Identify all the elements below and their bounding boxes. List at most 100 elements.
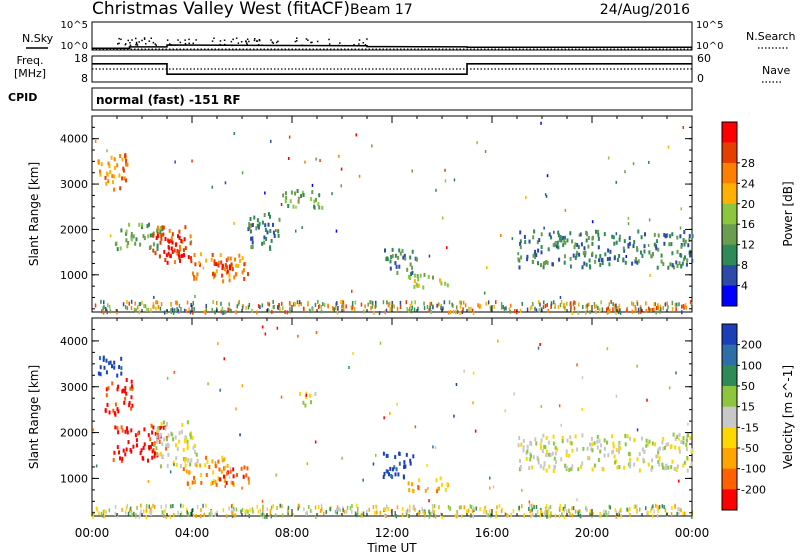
- velocity-noise-point: [228, 475, 231, 479]
- power-echo-cell: [263, 240, 266, 245]
- velocity-echo-cell: [302, 400, 305, 405]
- nsky-scatter-point: [261, 44, 264, 46]
- power-echo-cell: [142, 234, 145, 239]
- velocity-echo-cell: [194, 462, 197, 467]
- power-echo-cell: [427, 274, 430, 279]
- velocity-ground-point: [424, 513, 426, 518]
- nsky-scatter-point: [311, 41, 313, 44]
- power-ground-point: [573, 300, 575, 305]
- velocity-echo-cell: [687, 433, 689, 438]
- time-tick-label: 20:00: [575, 526, 610, 540]
- power-echo-cell: [139, 242, 142, 247]
- velocity-echo-cell: [522, 439, 525, 443]
- velocity-echo-cell: [167, 442, 170, 447]
- velocity-echo-cell: [191, 435, 194, 440]
- power-echo-cell: [217, 263, 220, 268]
- power-ground-point: [137, 305, 139, 310]
- velocity-ground-point: [607, 510, 610, 515]
- power-echo-cell: [167, 245, 170, 250]
- power-echo-cell: [688, 238, 691, 242]
- power-noise-point: [233, 221, 235, 225]
- power-echo-cell: [211, 253, 214, 257]
- power-noise-point: [511, 237, 514, 241]
- power-echo-cell: [413, 284, 416, 289]
- velocity-echo-cell: [591, 448, 594, 453]
- power-ground-point: [526, 307, 529, 312]
- velocity-noise-point: [173, 370, 175, 374]
- velocity-echo-cell: [208, 465, 211, 469]
- velocity-ground-point: [423, 510, 425, 515]
- velocity-ground-point: [262, 514, 264, 519]
- velocity-echo-cell: [529, 457, 532, 462]
- velocity-echo-cell: [674, 445, 677, 450]
- velocity-ground-point: [150, 509, 153, 514]
- power-echo-cell: [540, 250, 543, 255]
- velocity-echo-cell: [121, 389, 124, 394]
- velocity-ground-point: [433, 509, 435, 514]
- nsky-scatter-point: [138, 41, 140, 43]
- velocity-echo-cell: [131, 384, 133, 389]
- velocity-ground-point: [579, 513, 582, 518]
- velocity-echo-cell: [232, 474, 235, 479]
- velocity-echo-cell: [624, 433, 627, 438]
- nsky-scatter-point: [120, 38, 122, 41]
- velocity-echo-cell: [131, 403, 134, 408]
- velocity-ground-point: [620, 514, 622, 519]
- power-echo-cell: [221, 264, 224, 269]
- power-echo-cell: [678, 261, 681, 266]
- velocity-ground-point: [670, 512, 673, 517]
- velocity-echo-cell: [686, 456, 689, 460]
- power-echo-cell: [594, 259, 597, 264]
- velocity-echo-cell: [531, 465, 534, 470]
- velocity-echo-cell: [150, 423, 153, 428]
- power-noise-point: [553, 230, 555, 234]
- power-ground-point: [135, 308, 137, 313]
- velocity-echo-cell: [182, 467, 185, 472]
- power-ground-point: [671, 306, 674, 311]
- velocity-ground-point: [550, 511, 552, 516]
- power-noise-point: [288, 135, 291, 139]
- power-ground-point: [284, 310, 286, 315]
- power-ground-point: [505, 306, 507, 311]
- velocity-ground-point: [639, 507, 641, 512]
- velocity-echo-cell: [140, 448, 143, 453]
- power-echo-cell: [154, 251, 157, 256]
- power-ground-point: [333, 307, 335, 312]
- velocity-ground-point: [230, 509, 233, 514]
- velocity-ground-point: [103, 514, 105, 519]
- velocity-ground-point: [568, 508, 570, 513]
- power-ground-point: [414, 300, 416, 305]
- velocity-ground-point: [430, 511, 432, 516]
- power-echo-cell: [603, 232, 606, 237]
- power-echo-cell: [318, 205, 321, 210]
- velocity-echo-cell: [105, 393, 108, 398]
- power-ground-point: [360, 302, 363, 307]
- velocity-echo-cell: [205, 473, 208, 477]
- velocity-echo-cell: [105, 358, 108, 363]
- power-echo-cell: [663, 233, 666, 237]
- velocity-echo-cell: [188, 470, 191, 475]
- velocity-ground-point: [356, 513, 358, 518]
- velocity-ground-point: [266, 507, 269, 512]
- velocity-echo-cell: [590, 447, 593, 452]
- power-echo-cell: [623, 239, 626, 244]
- nsky-scatter-point: [358, 39, 361, 41]
- velocity-echo-cell: [690, 449, 693, 454]
- power-ground-point: [430, 301, 433, 306]
- velocity-echo-cell: [517, 443, 520, 448]
- velocity-ground-point: [656, 513, 659, 518]
- power-echo-cell: [256, 218, 259, 223]
- power-echo-cell: [179, 247, 182, 252]
- power-ground-point: [171, 307, 174, 312]
- power-echo-cell: [598, 258, 601, 263]
- power-echo-cell: [398, 264, 401, 269]
- power-ground-point: [550, 301, 553, 306]
- power-colorbar-tick-label: 8: [741, 259, 748, 272]
- power-echo-cell: [417, 283, 420, 288]
- velocity-noise-point: [375, 453, 377, 457]
- velocity-ground-point: [149, 509, 151, 514]
- velocity-echo-cell: [591, 442, 594, 447]
- power-echo-cell: [179, 258, 181, 263]
- velocity-ground-point: [495, 514, 497, 519]
- velocity-noise-point: [315, 331, 318, 335]
